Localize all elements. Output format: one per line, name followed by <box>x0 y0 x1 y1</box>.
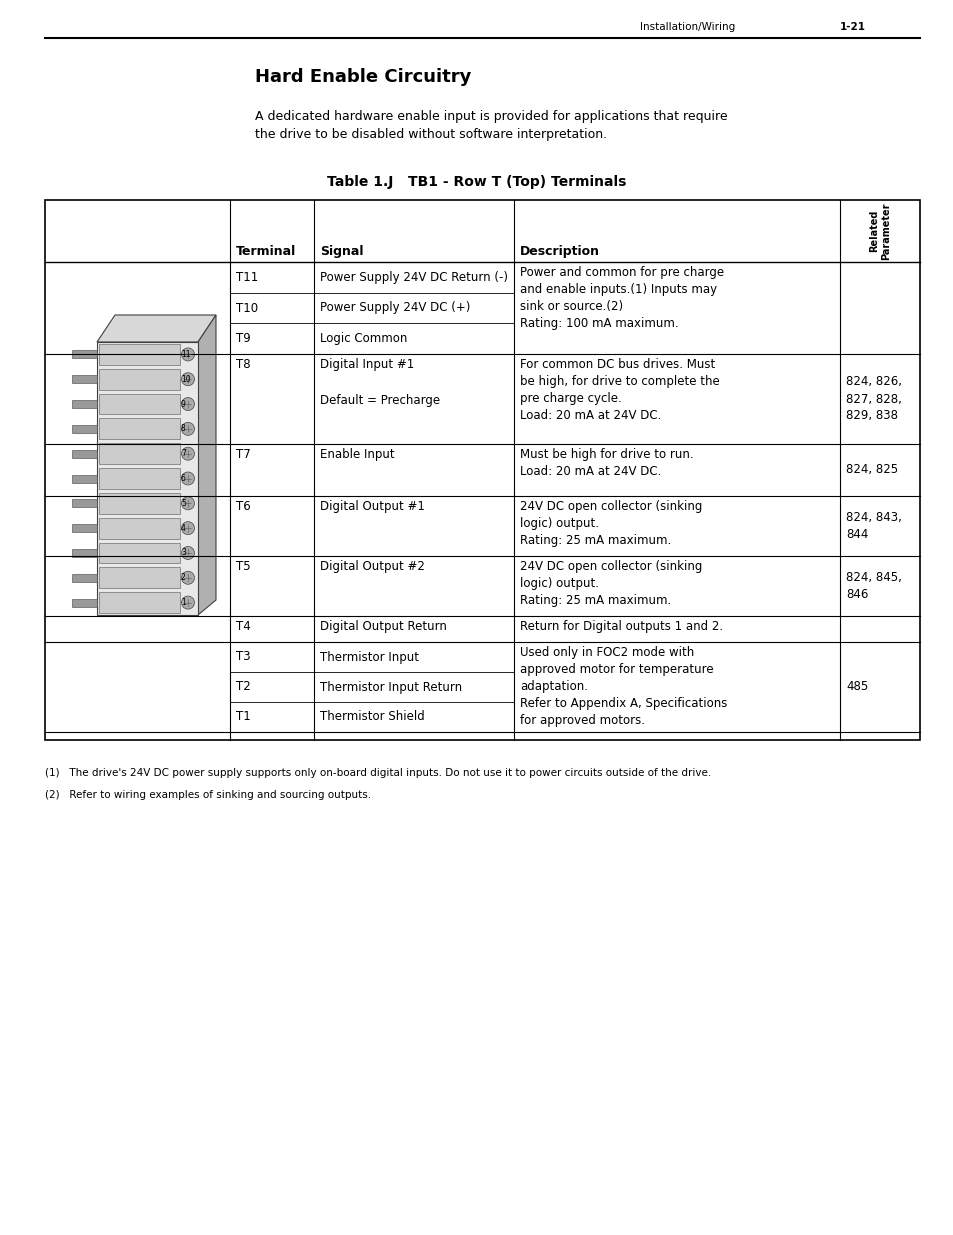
Text: 824, 845,
846: 824, 845, 846 <box>845 571 901 601</box>
Circle shape <box>181 496 194 510</box>
Text: T6: T6 <box>235 500 251 513</box>
Bar <box>99 419 180 440</box>
Text: 3: 3 <box>181 548 186 557</box>
Circle shape <box>181 422 194 436</box>
Text: Power Supply 24V DC (+): Power Supply 24V DC (+) <box>319 301 470 315</box>
Bar <box>99 592 180 613</box>
Text: 11: 11 <box>181 350 191 359</box>
Text: Power and common for pre charge
and enable inputs.(1) Inputs may
sink or source.: Power and common for pre charge and enab… <box>519 266 723 330</box>
Bar <box>99 394 180 415</box>
Text: T7: T7 <box>235 448 251 461</box>
Text: Digital Output #1: Digital Output #1 <box>319 500 424 513</box>
Text: Logic Common: Logic Common <box>319 332 407 345</box>
Bar <box>99 542 180 563</box>
Bar <box>45 200 919 740</box>
Bar <box>99 345 180 364</box>
Text: Must be high for drive to run.
Load: 20 mA at 24V DC.: Must be high for drive to run. Load: 20 … <box>519 448 693 478</box>
Text: Digital Input #1

Default = Precharge: Digital Input #1 Default = Precharge <box>319 358 439 408</box>
Text: A dedicated hardware enable input is provided for applications that require
the : A dedicated hardware enable input is pro… <box>254 110 727 141</box>
Circle shape <box>181 348 194 361</box>
Bar <box>99 493 180 514</box>
Bar <box>99 517 180 538</box>
Polygon shape <box>198 315 215 615</box>
Text: Return for Digital outputs 1 and 2.: Return for Digital outputs 1 and 2. <box>519 620 722 634</box>
Text: T11: T11 <box>235 270 258 284</box>
Text: 2: 2 <box>181 573 186 582</box>
Text: 4: 4 <box>181 524 186 532</box>
Text: 24V DC open collector (sinking
logic) output.
Rating: 25 mA maximum.: 24V DC open collector (sinking logic) ou… <box>519 559 701 606</box>
Circle shape <box>181 597 194 609</box>
Circle shape <box>181 398 194 410</box>
Text: Description: Description <box>519 245 599 258</box>
Text: Thermistor Input Return: Thermistor Input Return <box>319 680 461 694</box>
Bar <box>71 474 97 483</box>
Text: Table 1.J   TB1 - Row T (Top) Terminals: Table 1.J TB1 - Row T (Top) Terminals <box>327 175 626 189</box>
Bar <box>99 468 180 489</box>
Text: 5: 5 <box>181 499 186 508</box>
Text: Installation/Wiring: Installation/Wiring <box>639 22 735 32</box>
Text: 824, 825: 824, 825 <box>845 463 897 477</box>
Text: T4: T4 <box>235 620 251 634</box>
Bar <box>99 567 180 588</box>
Text: T9: T9 <box>235 332 251 345</box>
Text: 1-21: 1-21 <box>840 22 865 32</box>
Text: 1: 1 <box>181 598 186 608</box>
Text: Related
Parameter: Related Parameter <box>868 203 890 259</box>
Text: 8: 8 <box>181 425 186 433</box>
Bar <box>71 450 97 458</box>
Circle shape <box>181 447 194 461</box>
Text: Digital Output #2: Digital Output #2 <box>319 559 424 573</box>
Text: 6: 6 <box>181 474 186 483</box>
Text: For common DC bus drives. Must
be high, for drive to complete the
pre charge cyc: For common DC bus drives. Must be high, … <box>519 358 719 422</box>
Text: Digital Output Return: Digital Output Return <box>319 620 446 634</box>
Text: T5: T5 <box>235 559 251 573</box>
Text: T3: T3 <box>235 651 251 663</box>
Text: T1: T1 <box>235 710 251 724</box>
Text: Enable Input: Enable Input <box>319 448 395 461</box>
Text: T2: T2 <box>235 680 251 694</box>
Bar <box>71 425 97 432</box>
Bar <box>71 351 97 358</box>
Text: 10: 10 <box>181 374 191 384</box>
Bar <box>99 369 180 389</box>
Text: 485: 485 <box>845 680 867 694</box>
Text: Thermistor Shield: Thermistor Shield <box>319 710 424 724</box>
Circle shape <box>181 521 194 535</box>
Text: 9: 9 <box>181 400 186 409</box>
Text: Terminal: Terminal <box>235 245 296 258</box>
Text: (1)   The drive's 24V DC power supply supports only on-board digital inputs. Do : (1) The drive's 24V DC power supply supp… <box>45 768 711 778</box>
Bar <box>71 375 97 383</box>
Text: Signal: Signal <box>319 245 363 258</box>
Bar <box>71 599 97 606</box>
Bar <box>71 574 97 582</box>
Text: Hard Enable Circuitry: Hard Enable Circuitry <box>254 68 471 86</box>
Circle shape <box>181 546 194 559</box>
Bar <box>71 499 97 508</box>
Text: T10: T10 <box>235 301 258 315</box>
Text: Power Supply 24V DC Return (-): Power Supply 24V DC Return (-) <box>319 270 507 284</box>
Circle shape <box>181 373 194 385</box>
Text: Used only in FOC2 mode with
approved motor for temperature
adaptation.
Refer to : Used only in FOC2 mode with approved mot… <box>519 646 726 727</box>
Text: T8: T8 <box>235 358 251 370</box>
Polygon shape <box>97 315 215 342</box>
Bar <box>71 548 97 557</box>
Text: 824, 843,
844: 824, 843, 844 <box>845 511 901 541</box>
Text: Thermistor Input: Thermistor Input <box>319 651 418 663</box>
Text: (2)   Refer to wiring examples of sinking and sourcing outputs.: (2) Refer to wiring examples of sinking … <box>45 790 371 800</box>
Circle shape <box>181 472 194 485</box>
Circle shape <box>181 572 194 584</box>
Text: 824, 826,
827, 828,
829, 838: 824, 826, 827, 828, 829, 838 <box>845 375 901 422</box>
Bar <box>97 342 198 615</box>
Bar <box>71 400 97 408</box>
Bar <box>99 443 180 464</box>
Text: 24V DC open collector (sinking
logic) output.
Rating: 25 mA maximum.: 24V DC open collector (sinking logic) ou… <box>519 500 701 547</box>
Text: 7: 7 <box>181 450 186 458</box>
Bar <box>71 524 97 532</box>
